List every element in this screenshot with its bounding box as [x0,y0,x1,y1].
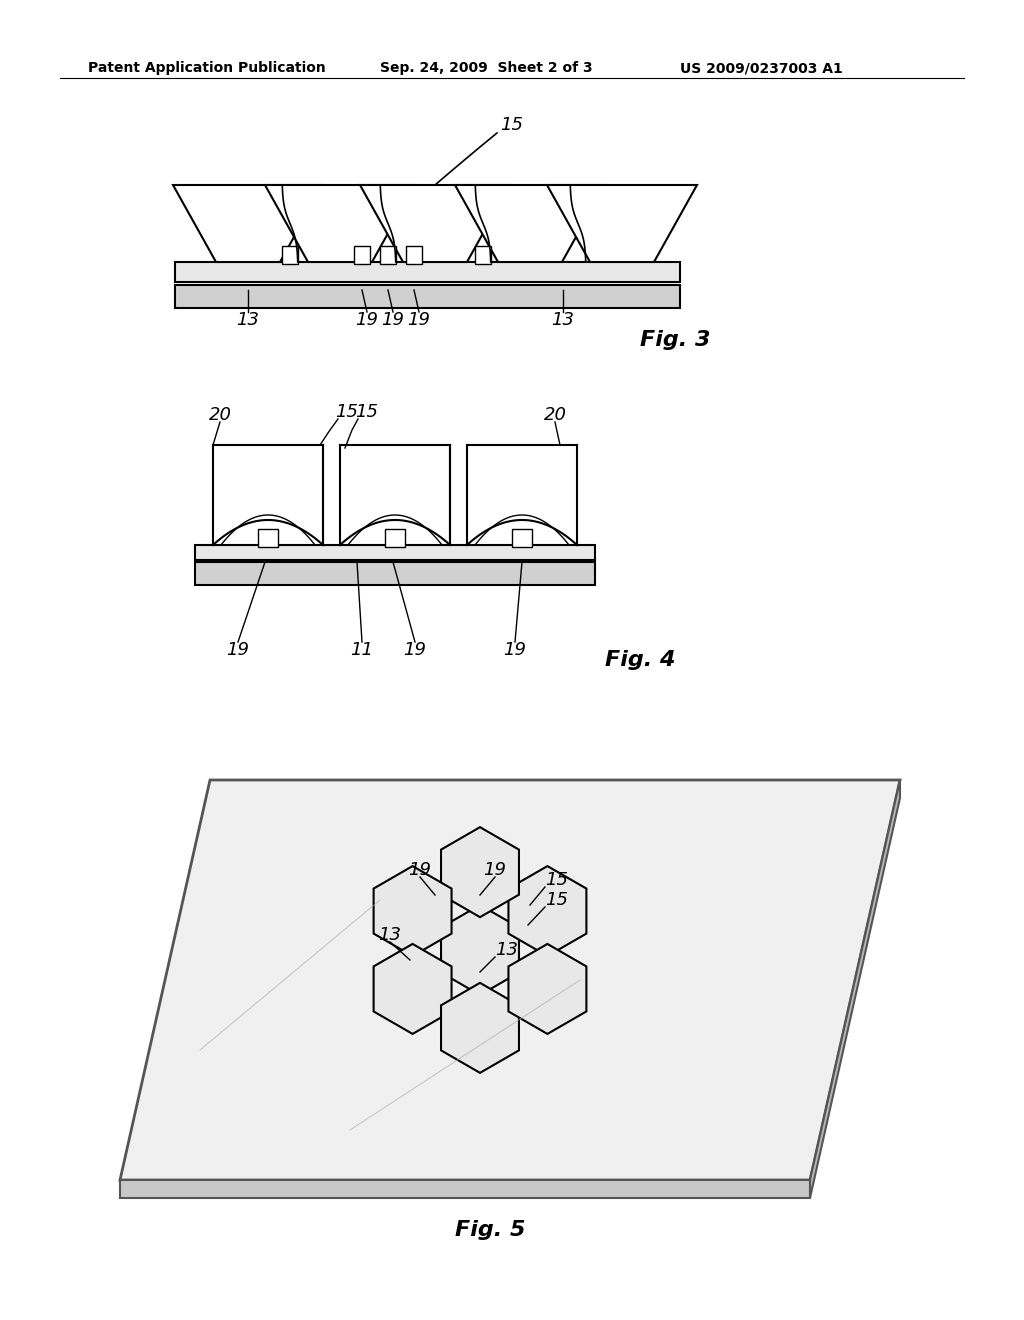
Bar [475,246,490,264]
Polygon shape [120,1180,810,1199]
Bar [380,246,396,264]
Polygon shape [265,185,415,261]
Polygon shape [810,780,900,1199]
Text: 19: 19 [226,642,250,659]
Text: 15: 15 [355,403,378,421]
Text: 15: 15 [545,891,568,909]
Polygon shape [455,185,605,261]
Text: Sep. 24, 2009  Sheet 2 of 3: Sep. 24, 2009 Sheet 2 of 3 [380,61,593,75]
Text: 20: 20 [544,407,566,424]
Bar [195,562,595,585]
Polygon shape [441,906,519,995]
Text: US 2009/0237003 A1: US 2009/0237003 A1 [680,61,843,75]
Text: 13: 13 [495,941,518,960]
Polygon shape [509,866,587,956]
Text: 19: 19 [355,312,379,329]
Bar [258,529,278,546]
Text: 19: 19 [504,642,526,659]
Bar [282,246,298,264]
Polygon shape [173,185,323,261]
Polygon shape [120,780,900,1180]
Polygon shape [441,983,519,1073]
Bar [354,246,370,264]
Text: 19: 19 [409,861,431,879]
Bar [175,285,680,308]
Text: 15: 15 [500,116,523,135]
Bar [385,529,406,546]
Text: Fig. 5: Fig. 5 [455,1220,525,1239]
Text: Fig. 4: Fig. 4 [605,649,676,671]
Bar [175,261,680,282]
Polygon shape [509,944,587,1034]
Text: 13: 13 [237,312,259,329]
Polygon shape [441,828,519,917]
Text: Patent Application Publication: Patent Application Publication [88,61,326,75]
Polygon shape [374,866,452,956]
Bar [512,529,532,546]
Text: Fig. 3: Fig. 3 [640,330,711,350]
Bar [406,246,422,264]
Text: 19: 19 [483,861,507,879]
Bar [195,545,595,560]
Text: 13: 13 [552,312,574,329]
Text: 19: 19 [403,642,427,659]
Text: 15: 15 [545,871,568,888]
Text: 19: 19 [382,312,404,329]
Polygon shape [374,944,452,1034]
Text: 20: 20 [209,407,231,424]
Text: 13: 13 [379,927,401,944]
Text: 19: 19 [408,312,430,329]
Text: 11: 11 [350,642,374,659]
Polygon shape [360,185,510,261]
Text: 15: 15 [335,403,358,421]
Polygon shape [547,185,697,261]
